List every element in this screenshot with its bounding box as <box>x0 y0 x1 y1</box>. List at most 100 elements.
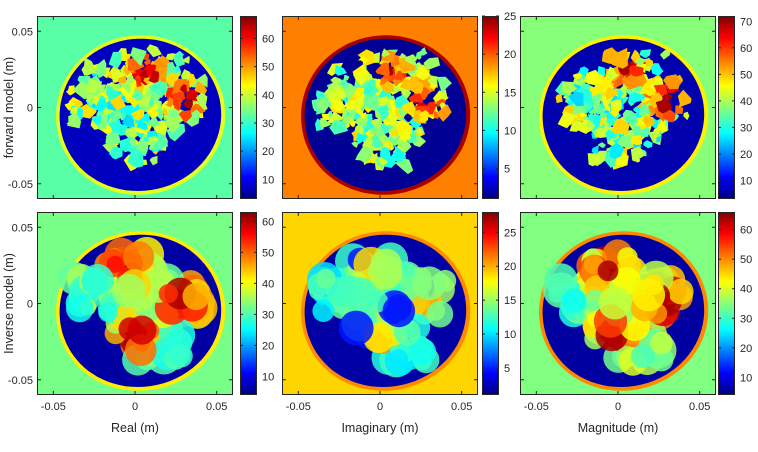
tissue-cell <box>389 349 409 368</box>
panel-2: 10 20 30 40 50 60 70 <box>520 16 752 199</box>
tissue-cell <box>139 70 147 77</box>
tissue-cell <box>406 134 417 144</box>
tissue-cell <box>85 78 102 94</box>
colorbar-frame <box>240 16 257 199</box>
tissue-cell <box>598 286 632 320</box>
colorbar-tick-label: 30 <box>262 118 274 130</box>
tissue-cell <box>146 44 162 58</box>
tissue-cell <box>94 97 108 113</box>
x-tick-label: 0 <box>132 401 138 413</box>
tissue-cell <box>656 136 662 143</box>
colorbar-tick-label: 10 <box>262 371 274 383</box>
tissue-cell <box>131 90 144 101</box>
x-tick-label: 0 <box>615 401 621 413</box>
tissue-cell <box>611 118 630 135</box>
tissue-cell <box>659 50 671 60</box>
tissue-cell <box>379 77 389 85</box>
tissue-cell <box>327 62 344 76</box>
tissue-cell <box>370 134 380 142</box>
y-tick-label: -0.05 <box>8 179 33 191</box>
tissue-cell <box>640 127 650 137</box>
tissue-cell <box>668 278 694 305</box>
colorbar-tick-label: 40 <box>262 90 274 102</box>
tissue-cell <box>632 278 666 312</box>
tissue-cell <box>184 109 200 127</box>
colorbar-tick-label: 20 <box>740 149 752 161</box>
colorbar-tick-label: 50 <box>262 62 274 74</box>
tissue-cell <box>181 69 191 81</box>
tissue-cell <box>182 282 210 311</box>
tissue-cell <box>621 74 642 90</box>
x-tick-label: 0 <box>377 401 383 413</box>
tissue-cell <box>683 111 690 121</box>
tissue-cell <box>406 75 424 95</box>
tissue-cell <box>645 66 652 72</box>
tissue-cell <box>415 126 423 136</box>
colorbar-gradient <box>482 212 499 395</box>
tissue-cell <box>127 315 157 345</box>
tissue-cell <box>415 50 422 60</box>
tissue-cell <box>358 112 367 120</box>
colorbar-tick-label: 10 <box>740 175 752 187</box>
colorbar-tick-label: 60 <box>262 216 274 228</box>
tissue-cell <box>439 84 446 93</box>
tissue-cell <box>650 331 673 355</box>
tissue-cell <box>67 85 75 96</box>
tissue-cell <box>149 155 158 166</box>
tissue-cell <box>639 49 652 59</box>
tissue-cell <box>412 266 447 301</box>
tissue-cell <box>110 121 128 136</box>
tissue-cell <box>124 53 132 62</box>
tissue-cell <box>164 116 181 133</box>
tissue-cell <box>105 133 121 145</box>
colorbar-gradient <box>482 16 499 199</box>
colorbar-frame <box>482 212 499 395</box>
tissue-cell <box>635 57 645 67</box>
x-tick-label: 0.05 <box>451 401 472 413</box>
tissue-cell <box>632 125 642 136</box>
tissue-cell <box>112 111 123 120</box>
tissue-cell <box>373 118 382 130</box>
x-tick-label: 0.05 <box>689 401 710 413</box>
tissue-cell <box>158 55 171 64</box>
tissue-cell <box>557 111 577 129</box>
colorbar-tick-label: 20 <box>262 146 274 158</box>
colorbar-gradient <box>718 212 735 395</box>
panel-1: 5 10 15 20 25 <box>282 11 516 199</box>
tissue-cell <box>401 101 416 115</box>
tissue-cell <box>628 93 641 106</box>
tissue-cell <box>108 146 123 160</box>
tissue-cell <box>650 63 664 76</box>
heatmap-image <box>282 212 478 395</box>
tissue-cell <box>165 97 174 108</box>
tissue-cell <box>391 128 399 137</box>
tissue-cell <box>327 111 344 125</box>
tissue-cell <box>172 78 188 95</box>
tissue-cell <box>312 300 335 322</box>
tissue-cell <box>597 260 619 282</box>
panel-4: -0.05 0 0.05 Imaginary (m) 5 10 15 20 25 <box>282 212 516 435</box>
colorbar-frame <box>482 16 499 199</box>
tissue-cell <box>356 132 365 145</box>
tissue-cell <box>661 109 676 123</box>
panel-5: -0.05 0 0.05 Magnitude (m) 10 20 30 40 50 60 <box>520 212 752 435</box>
y-tick-label: 0 <box>27 299 33 311</box>
tissue-cell <box>152 137 169 150</box>
tissue-cell <box>343 100 355 110</box>
tissue-cell <box>404 54 418 62</box>
tissue-cell <box>121 88 130 96</box>
tissue-cell <box>136 120 148 130</box>
tissue-cell <box>343 75 350 81</box>
tissue-cell <box>579 66 589 76</box>
colorbar-gradient <box>240 16 257 199</box>
tissue-cell <box>380 107 390 123</box>
colorbar: 10 20 30 40 50 60 70 <box>718 16 752 199</box>
tissue-cell <box>423 57 441 71</box>
tissue-cell <box>112 83 120 91</box>
tissue-cell <box>112 273 146 308</box>
colorbar-tick-label: 25 <box>504 227 516 239</box>
x-tick-label: -0.05 <box>524 401 549 413</box>
tissue-cell <box>359 122 368 128</box>
colorbar-frame <box>240 212 257 395</box>
y-tick-label: 0.05 <box>12 222 33 234</box>
